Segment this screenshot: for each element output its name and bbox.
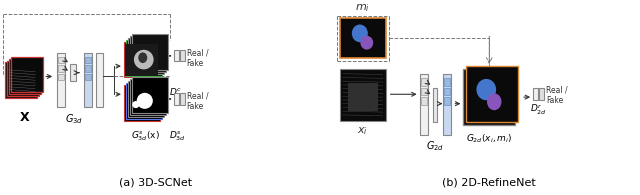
Ellipse shape [134, 50, 154, 69]
Ellipse shape [137, 93, 153, 109]
Bar [444, 74, 451, 135]
Text: (b) 2D-RefineNet: (b) 2D-RefineNet [442, 177, 536, 187]
Bar [85, 74, 91, 80]
Bar [128, 81, 164, 117]
Bar [340, 18, 386, 58]
Bar [444, 88, 451, 95]
Bar [58, 74, 64, 80]
Bar [340, 69, 386, 121]
Text: $D^c_{3d}$: $D^c_{3d}$ [169, 87, 186, 100]
Bar [173, 93, 179, 105]
Text: $G^s_{3d}$(x): $G^s_{3d}$(x) [131, 130, 160, 143]
Bar [130, 36, 166, 72]
Bar [124, 42, 160, 77]
Bar [132, 77, 168, 113]
Bar [444, 97, 451, 105]
Text: $G_{3d}$: $G_{3d}$ [65, 112, 83, 126]
Text: $G^c_{3d}$(x): $G^c_{3d}$(x) [131, 87, 160, 100]
Ellipse shape [476, 79, 496, 100]
Ellipse shape [138, 52, 147, 63]
Text: $x_i$: $x_i$ [357, 125, 368, 137]
Bar [8, 60, 39, 96]
Text: $m_i$: $m_i$ [355, 2, 371, 14]
Bar [12, 57, 44, 92]
Text: $D^r_{2d}$: $D^r_{2d}$ [529, 103, 547, 117]
Bar [126, 40, 162, 75]
Bar [126, 44, 157, 75]
Bar [58, 65, 64, 72]
Bar [58, 57, 64, 63]
Bar [10, 59, 41, 94]
Bar [433, 88, 438, 122]
Text: Real /
Fake: Real / Fake [546, 86, 568, 105]
Bar [533, 88, 538, 100]
Bar [467, 66, 518, 122]
Bar [132, 34, 168, 70]
Bar [96, 53, 103, 107]
Bar [463, 69, 515, 125]
Bar [173, 50, 179, 61]
Text: Real /
Fake: Real / Fake [187, 48, 208, 68]
Text: Real /
Fake: Real / Fake [187, 91, 208, 111]
Bar [420, 88, 426, 95]
Text: $G_{2d}$: $G_{2d}$ [426, 139, 445, 153]
Bar [539, 88, 544, 100]
Bar [57, 53, 65, 107]
Bar [85, 57, 91, 63]
Text: X: X [19, 111, 29, 124]
Text: $G_{2d}(x_i, m_i)$: $G_{2d}(x_i, m_i)$ [466, 133, 513, 145]
Bar [348, 83, 378, 111]
Bar [128, 38, 164, 74]
Bar [444, 78, 451, 86]
Bar [70, 64, 76, 81]
Ellipse shape [132, 101, 140, 108]
Ellipse shape [352, 25, 368, 42]
Bar [420, 97, 426, 105]
Bar [180, 93, 184, 105]
Bar [130, 79, 166, 115]
Bar [420, 78, 426, 86]
Bar [126, 83, 162, 119]
Ellipse shape [487, 93, 502, 110]
Bar [180, 50, 184, 61]
Bar [85, 65, 91, 72]
Bar [124, 85, 160, 121]
Bar [5, 62, 37, 98]
Text: (a) 3D-SCNet: (a) 3D-SCNet [119, 177, 192, 187]
Text: $D^s_{3d}$: $D^s_{3d}$ [169, 130, 186, 143]
Ellipse shape [360, 36, 373, 50]
Bar [420, 74, 428, 135]
Bar [84, 53, 92, 107]
